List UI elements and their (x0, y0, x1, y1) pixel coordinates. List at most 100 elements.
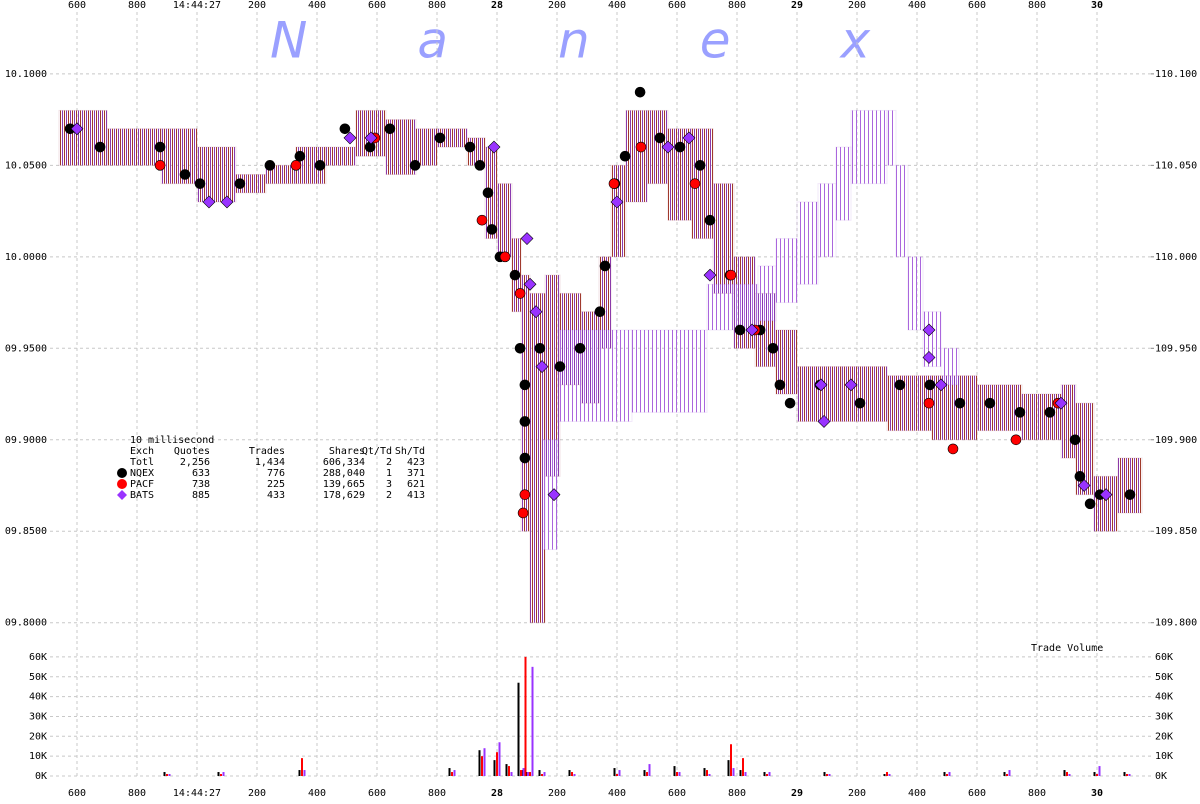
trade-marker (464, 141, 476, 153)
x-tick-label: 200 (248, 0, 266, 11)
table-cell: 2 (386, 490, 392, 501)
trade-marker (947, 443, 959, 455)
quote-range (415, 128, 438, 166)
x-tick-label: 200 (848, 0, 866, 11)
volume-bar (573, 774, 576, 776)
volume-bar (168, 774, 171, 776)
x-tick-label: 14:44:27 (173, 0, 221, 11)
volume-bar (496, 752, 498, 776)
trade-marker (523, 277, 537, 291)
volume-bar (1066, 772, 1068, 776)
x-tick-label: 800 (128, 0, 146, 11)
trade-marker (499, 251, 511, 263)
quote-range (850, 109, 888, 185)
trade-marker (220, 195, 234, 209)
trade-marker (694, 160, 706, 171)
trade-marker (844, 378, 858, 392)
volume-bar (1098, 766, 1101, 776)
trade-marker (704, 214, 716, 226)
trade-marker (1054, 396, 1068, 410)
volume-bar (1068, 774, 1071, 776)
trade-marker (923, 397, 935, 409)
y2-tick-label: 110.000 (1155, 252, 1197, 263)
table-cell: 139,665 (323, 479, 365, 490)
table-cell: 2 (386, 457, 392, 468)
volume-bar (166, 774, 168, 776)
trade-marker (94, 141, 106, 153)
x-tick-label: 29 (791, 788, 803, 799)
volume-bar (541, 774, 543, 776)
quote-range (1093, 475, 1119, 532)
trade-marker (364, 141, 376, 153)
volume-bar (946, 774, 948, 776)
volume-bar (163, 772, 166, 776)
table-cell: 606,334 (323, 457, 365, 468)
trade-marker (1084, 498, 1096, 510)
trade-marker (434, 132, 446, 144)
table-cell: BATS (130, 490, 154, 501)
trade-marker (634, 86, 646, 98)
x-tick-label: 400 (908, 788, 926, 799)
volume-bar (1008, 770, 1011, 776)
logo: Nanex (270, 12, 980, 70)
x-tick-label: 600 (968, 0, 986, 11)
x-tick-label: 200 (848, 788, 866, 799)
table-caption: 10 millisecond (130, 435, 214, 446)
x-tick-label: 400 (908, 0, 926, 11)
volume-bar (643, 770, 646, 776)
quote-range (775, 238, 798, 304)
x-tick-label: 29 (791, 0, 803, 11)
trade-marker (179, 169, 191, 180)
y2-tick-label: 110.050 (1155, 160, 1197, 171)
table-cell: 1 (386, 468, 392, 479)
x-tick-label: 800 (428, 788, 446, 799)
volume-bar (618, 770, 621, 776)
volume-bar (1063, 770, 1066, 776)
volume-bar (766, 774, 768, 776)
quote-range (976, 384, 1023, 432)
x-tick-label: 600 (68, 788, 86, 799)
volume-bar (948, 772, 951, 776)
table-cell: 371 (407, 468, 425, 479)
table-cell: Totl (130, 457, 154, 468)
y-tick-label: 50K (1155, 672, 1173, 683)
table-cell: 2,256 (180, 457, 210, 468)
trade-marker (384, 123, 396, 135)
y-tick-label: 09.8500 (5, 526, 47, 537)
y-tick-label: 10K (29, 751, 47, 762)
x-tick-label: 400 (308, 0, 326, 11)
y-tick-label: 09.8000 (5, 618, 47, 629)
trade-marker (654, 132, 666, 144)
quote-range (706, 283, 759, 331)
trade-marker (1099, 488, 1113, 502)
trade-marker (234, 178, 246, 189)
volume-bar (1123, 772, 1126, 776)
volume-bar (732, 768, 735, 776)
x-tick-label: 28 (491, 788, 503, 799)
quote-range (160, 128, 198, 185)
trade-marker (202, 195, 216, 209)
table-cell: 776 (267, 468, 285, 479)
volume-bar (493, 760, 496, 776)
volume-bar (1128, 774, 1131, 776)
trade-marker (529, 305, 543, 319)
quote-range (106, 128, 162, 166)
trade-marker (554, 361, 566, 372)
table-header: Exch (130, 446, 154, 457)
trade-marker (547, 488, 561, 502)
x-tick-label: 200 (248, 788, 266, 799)
trade-marker (294, 150, 306, 162)
trade-marker (535, 360, 549, 374)
trade-marker (784, 397, 796, 409)
table-cell: 621 (407, 479, 425, 490)
volume-bar (301, 758, 303, 776)
y-tick-label: 10.0000 (5, 252, 47, 263)
trade-marker (594, 306, 606, 318)
trade-marker (725, 269, 737, 281)
volume-bar (730, 744, 732, 776)
quote-range (907, 256, 924, 331)
trade-marker (474, 160, 486, 171)
table-cell: 3 (386, 479, 392, 490)
trade-marker (689, 178, 701, 189)
trade-marker (1010, 434, 1022, 446)
